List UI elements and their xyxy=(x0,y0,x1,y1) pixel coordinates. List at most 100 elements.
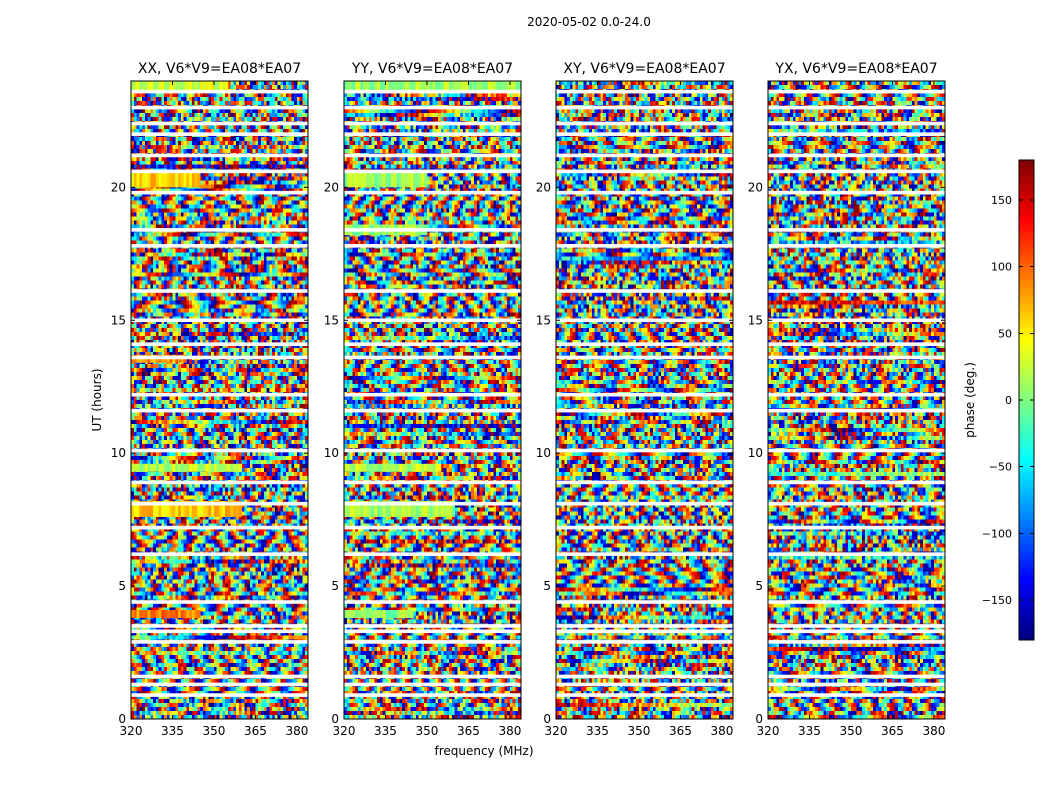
phase-cell xyxy=(274,344,278,349)
phase-cell xyxy=(255,268,259,273)
phase-cell xyxy=(247,81,251,86)
phase-cell xyxy=(285,84,290,90)
phase-cell xyxy=(213,100,218,106)
phase-cell xyxy=(194,360,198,365)
phase-cell xyxy=(294,276,298,281)
phase-cell xyxy=(272,252,276,257)
phase-cell xyxy=(294,160,298,166)
phase-cell xyxy=(202,276,207,281)
phase-cell xyxy=(227,376,231,381)
phase-cell xyxy=(266,232,270,237)
phase-cell xyxy=(161,208,165,213)
phase-cell xyxy=(288,348,292,353)
phase-cell xyxy=(211,352,215,357)
phase-cell xyxy=(183,212,187,217)
phase-cell xyxy=(274,172,278,178)
phase-cell xyxy=(236,84,240,90)
phase-cell xyxy=(169,276,173,281)
phase-cell xyxy=(272,212,276,217)
phase-cell xyxy=(213,112,218,118)
phase-cell xyxy=(153,128,157,134)
phase-cell xyxy=(161,284,165,289)
phase-cell xyxy=(155,248,160,253)
phase-cell xyxy=(285,328,290,333)
phase-cell xyxy=(222,300,226,305)
phase-cell xyxy=(230,324,234,329)
phase-cell xyxy=(180,160,184,166)
phase-cell xyxy=(178,156,182,162)
phase-cell xyxy=(133,364,137,369)
phase-cell xyxy=(299,128,303,134)
phase-cell xyxy=(230,300,234,305)
phase-cell xyxy=(191,292,196,297)
phase-cell xyxy=(302,344,306,349)
phase-cell xyxy=(150,376,154,381)
phase-cell xyxy=(150,272,154,277)
phase-cell xyxy=(150,208,154,213)
phase-cell xyxy=(236,272,240,277)
phase-cell xyxy=(147,332,151,337)
phase-cell xyxy=(183,296,187,301)
phase-cell xyxy=(263,348,267,353)
phase-cell xyxy=(219,144,223,150)
phase-cell xyxy=(288,260,292,265)
phase-cell xyxy=(164,144,168,150)
phase-cell xyxy=(255,196,259,202)
phase-cell xyxy=(175,304,179,309)
phase-cell xyxy=(180,212,184,217)
phase-cell xyxy=(194,376,198,381)
phase-cell xyxy=(233,200,237,206)
phase-cell xyxy=(241,128,245,134)
phase-cell xyxy=(285,208,290,213)
phase-cell xyxy=(263,96,267,102)
phase-cell xyxy=(241,144,245,150)
phase-cell xyxy=(194,372,198,377)
phase-cell xyxy=(263,268,267,273)
phase-cell xyxy=(233,332,237,337)
phase-cell xyxy=(238,200,243,206)
phase-cell xyxy=(294,324,298,329)
phase-cell xyxy=(249,140,254,146)
phase-cell xyxy=(233,208,237,213)
phase-cell xyxy=(236,320,240,325)
phase-cell xyxy=(183,92,187,98)
phase-cell xyxy=(175,144,179,150)
phase-cell xyxy=(180,272,184,277)
phase-cell xyxy=(142,216,146,221)
phase-cell xyxy=(183,136,187,142)
phase-cell xyxy=(233,256,237,261)
phase-cell xyxy=(175,100,179,106)
phase-cell xyxy=(172,92,176,98)
phase-cell xyxy=(155,336,160,341)
phase-cell xyxy=(222,348,226,353)
phase-cell xyxy=(200,144,204,150)
phase-cell xyxy=(133,148,137,154)
phase-cell xyxy=(280,216,284,221)
phase-cell xyxy=(266,212,270,217)
phase-cell xyxy=(247,96,251,102)
phase-cell xyxy=(285,124,290,130)
phase-cell xyxy=(183,144,187,150)
phase-cell xyxy=(230,364,234,369)
phase-cell xyxy=(255,304,259,309)
phase-cell xyxy=(252,268,256,273)
phase-cell xyxy=(285,292,290,297)
phase-cell xyxy=(299,172,303,178)
phase-cell xyxy=(213,372,218,377)
phase-cell xyxy=(238,192,243,198)
phase-cell xyxy=(178,128,182,134)
phase-cell xyxy=(169,384,173,389)
phase-cell xyxy=(211,300,215,305)
phase-cell xyxy=(291,180,295,186)
phase-cell xyxy=(164,336,168,341)
phase-cell xyxy=(283,192,287,198)
phase-cell xyxy=(131,204,135,209)
phase-cell xyxy=(133,236,137,241)
phase-cell xyxy=(233,192,237,198)
phase-cell xyxy=(222,352,226,357)
phase-cell xyxy=(216,264,220,269)
phase-cell xyxy=(305,376,309,381)
phase-cell xyxy=(274,112,278,118)
phase-cell xyxy=(202,200,207,206)
phase-cell xyxy=(139,324,143,329)
